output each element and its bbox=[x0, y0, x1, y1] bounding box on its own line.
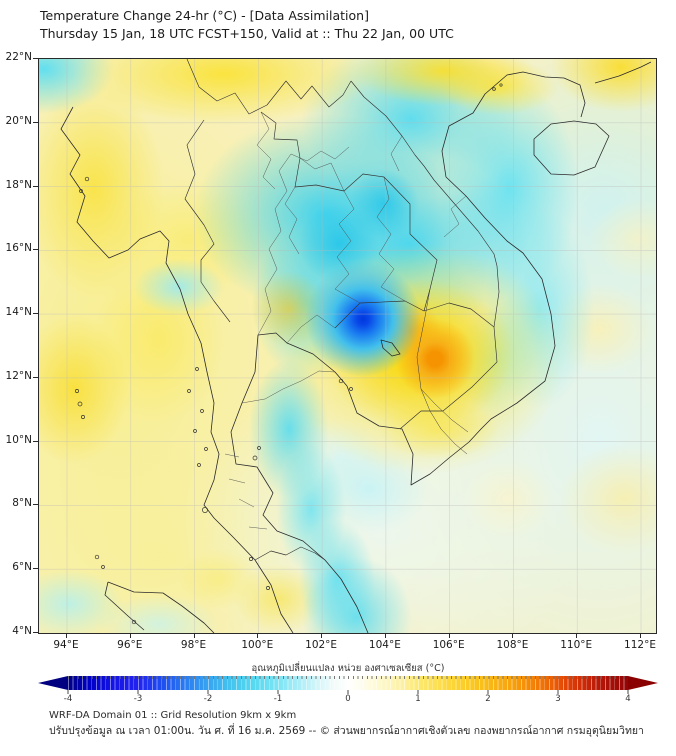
rivers bbox=[416, 288, 469, 455]
lat-tick-mark bbox=[33, 632, 38, 633]
province-borders bbox=[224, 111, 467, 530]
lat-tick-mark bbox=[33, 440, 38, 442]
lat-label: 18°N bbox=[5, 178, 32, 191]
lon-tick-mark bbox=[193, 633, 195, 638]
map-canvas bbox=[38, 58, 657, 634]
lat-tick-mark bbox=[33, 185, 38, 187]
page-title: Temperature Change 24-hr (°C) - [Data As… bbox=[40, 8, 369, 23]
colorbar-gradient bbox=[68, 676, 628, 690]
lon-label: 102°E bbox=[305, 639, 338, 651]
temperature-change-field bbox=[39, 59, 656, 633]
lon-tick-mark bbox=[129, 633, 131, 638]
lon-label: 112°E bbox=[624, 639, 656, 651]
map-title-block: Temperature Change 24-hr (°C) - [Data As… bbox=[40, 7, 454, 43]
colorbar-major-tick bbox=[67, 690, 69, 694]
colorbar-tick-label: 1 bbox=[415, 694, 421, 704]
lon-tick-mark bbox=[576, 633, 578, 638]
lat-label: 10°N bbox=[5, 433, 32, 446]
islands bbox=[75, 83, 503, 625]
lon-label: 104°E bbox=[368, 639, 401, 651]
lat-label: 22°N bbox=[5, 51, 32, 63]
lon-tick-mark bbox=[512, 633, 514, 638]
lat-label: 6°N bbox=[12, 561, 32, 574]
geography-overlay bbox=[39, 59, 656, 633]
colorbar-major-tick bbox=[137, 690, 139, 694]
lon-tick-mark bbox=[384, 633, 386, 638]
lat-tick-mark bbox=[33, 313, 38, 315]
lon-label: 106°E bbox=[432, 639, 465, 651]
coastlines bbox=[60, 61, 652, 633]
colorbar-title: อุณหภูมิเปลี่ยนแปลง หน่วย องศาเซลเซียส (… bbox=[251, 663, 445, 674]
colorbar-major-tick bbox=[557, 690, 559, 694]
lat-label: 8°N bbox=[12, 497, 32, 510]
colorbar-tick-label: -4 bbox=[63, 694, 73, 704]
lat-tick-mark bbox=[33, 121, 38, 123]
lon-label: 94°E bbox=[53, 639, 79, 651]
lat-tick-mark bbox=[33, 58, 38, 59]
graticule-gridlines bbox=[39, 59, 656, 633]
lon-label: 110°E bbox=[560, 639, 593, 651]
lon-label: 96°E bbox=[117, 639, 143, 651]
country-borders bbox=[184, 59, 500, 561]
colorbar-major-tick bbox=[207, 690, 209, 694]
lat-tick-mark bbox=[33, 504, 38, 506]
lat-label: 14°N bbox=[5, 306, 32, 319]
colorbar-major-tick bbox=[417, 690, 419, 694]
colorbar-right-arrow bbox=[628, 676, 658, 690]
lat-label: 20°N bbox=[5, 114, 32, 127]
lon-tick-mark bbox=[640, 633, 641, 638]
colorbar-tick-label: 3 bbox=[555, 694, 561, 704]
colorbar-gradient-row bbox=[38, 676, 658, 690]
colorbar-tick-labels: -4 -3 -2 -1 0 1 2 3 4 bbox=[38, 690, 658, 706]
colorbar-major-tick bbox=[277, 690, 279, 694]
lon-label: 98°E bbox=[180, 639, 207, 651]
footer-update-info: ปรับปรุงข้อมูล ณ เวลา 01:00น. วัน ศ. ที่… bbox=[49, 725, 644, 737]
lat-label: 4°N bbox=[12, 625, 32, 637]
lat-tick-mark bbox=[33, 249, 38, 251]
colorbar-tick-label: 2 bbox=[485, 694, 491, 704]
lat-label: 12°N bbox=[5, 369, 32, 382]
lon-tick-mark bbox=[65, 633, 67, 638]
lon-tick-mark bbox=[448, 633, 450, 638]
colorbar-left-arrow bbox=[38, 676, 68, 690]
colorbar-major-tick bbox=[487, 690, 489, 694]
lon-label: 100°E bbox=[241, 639, 274, 651]
lon-tick-mark bbox=[321, 633, 323, 638]
page-subtitle: Thursday 15 Jan, 18 UTC FCST+150, Valid … bbox=[40, 26, 454, 41]
lon-tick-mark bbox=[257, 633, 259, 638]
lat-tick-mark bbox=[33, 376, 38, 378]
colorbar-minor-ticks bbox=[68, 676, 628, 679]
footer-block: WRF-DA Domain 01 :: Grid Resolution 9km … bbox=[49, 708, 644, 740]
lon-label: 108°E bbox=[496, 639, 529, 651]
colorbar-tick-label: -1 bbox=[273, 694, 283, 704]
colorbar-tick-label: 0 bbox=[345, 694, 351, 704]
colorbar: อุณหภูมิเปลี่ยนแปลง หน่วย องศาเซลเซียส (… bbox=[38, 662, 658, 706]
lat-tick-mark bbox=[33, 568, 38, 570]
colorbar-tick-label: 4 bbox=[625, 694, 631, 704]
colorbar-tick-label: -2 bbox=[203, 694, 213, 704]
colorbar-major-tick bbox=[627, 690, 629, 694]
lat-label: 16°N bbox=[5, 242, 32, 255]
colorbar-tick-label: -3 bbox=[133, 694, 143, 704]
colorbar-major-tick bbox=[347, 690, 349, 694]
footer-domain-info: WRF-DA Domain 01 :: Grid Resolution 9km … bbox=[49, 710, 297, 721]
